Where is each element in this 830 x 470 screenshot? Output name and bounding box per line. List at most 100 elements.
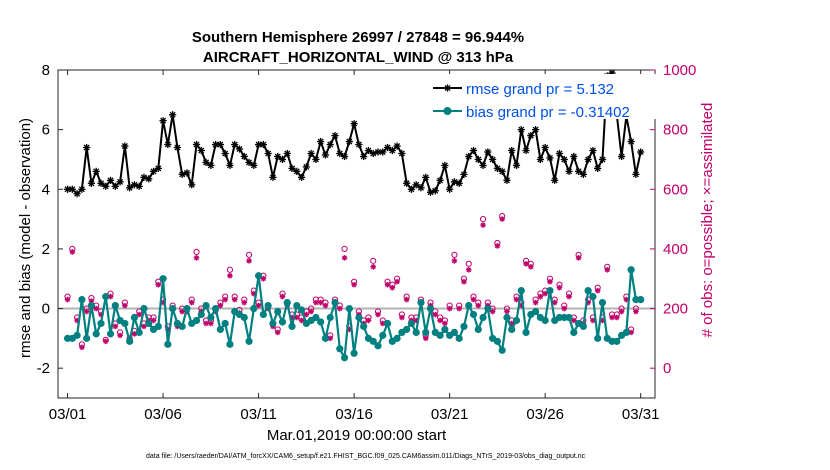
obs-assimilated-point [446, 305, 453, 312]
bias-point [197, 310, 205, 319]
obs-assimilated-point [442, 320, 448, 327]
bias-point [78, 296, 86, 304]
y-axis-right: 0 200 400 600 800 1000 [650, 62, 696, 377]
rmse-point [474, 155, 482, 164]
rmse-point [111, 182, 119, 190]
x-tick-label: 03/21 [431, 406, 469, 423]
obs-assimilated-point [298, 317, 305, 324]
rmse-point [121, 142, 129, 150]
rmse-point [465, 152, 473, 161]
y2-axis-label: # of obs: o=possible; ×=assimilated [699, 103, 716, 338]
obs-assimilated-point [504, 308, 510, 315]
rmse-point [541, 143, 549, 152]
rmse-point [522, 146, 530, 155]
bias-point [312, 313, 320, 322]
bias-point [369, 337, 377, 345]
rmse-point [197, 146, 205, 155]
rmse-point [278, 155, 287, 164]
rmse-point [149, 167, 158, 175]
obs-possible-point [193, 248, 200, 255]
bias-point [393, 334, 401, 342]
bias-point [92, 330, 100, 338]
bias-point [579, 322, 587, 331]
obs-assimilated-point [461, 278, 467, 285]
rmse-point [637, 148, 645, 156]
bias-point [207, 313, 215, 322]
legend-rmse-label: rmse grand pr = 5.132 [466, 81, 614, 98]
rmse-point [574, 167, 583, 175]
obs-assimilated-point [64, 296, 71, 303]
x-tick-label: 03/31 [622, 406, 660, 423]
obs-assimilated-point [594, 287, 601, 294]
rmse-point [460, 170, 468, 178]
rmse-point [221, 149, 229, 158]
rmse-point [546, 154, 554, 162]
rmse-point [68, 185, 76, 193]
rmse-point [250, 161, 258, 170]
bias-point [154, 322, 162, 331]
rmse-point [159, 117, 167, 125]
rmse-point [312, 155, 320, 164]
bias-point [212, 304, 220, 313]
obs-assimilated-point [222, 296, 228, 303]
obs-assimilated-point [79, 344, 85, 351]
obs-assimilated-point [494, 243, 501, 249]
x-tick-label: 03/11 [240, 406, 276, 423]
rmse-point [307, 149, 315, 158]
bias-point [164, 340, 172, 348]
rmse-point [97, 179, 105, 187]
bias-point [422, 328, 430, 336]
x-tick-label: 03/26 [526, 406, 564, 423]
obs-assimilated-point [566, 293, 572, 300]
obs-assimilated-point [456, 305, 462, 312]
obs-assimilated-point [437, 317, 443, 324]
obs-assimilated-point [122, 302, 128, 309]
obs-assimilated-point [532, 299, 539, 306]
rmse-point [259, 140, 267, 149]
bias-point [254, 272, 263, 280]
obs-assimilated-point [451, 258, 458, 264]
rmse-point [565, 167, 573, 175]
obs-assimilated-point [365, 317, 372, 324]
obs-assimilated-point [260, 275, 267, 282]
rmse-point [269, 173, 277, 181]
y-tick-label: 6 [42, 122, 50, 139]
x-tick-label: 03/16 [335, 406, 373, 423]
rmse-point [517, 126, 525, 134]
bias-point [403, 325, 411, 334]
obs-assimilated-point [279, 293, 286, 300]
bias-point [336, 345, 344, 353]
obs-assimilated-point [336, 305, 343, 312]
obs-assimilated-point [480, 222, 486, 228]
rmse-point [479, 161, 487, 170]
rmse-point [145, 175, 153, 183]
rmse-point [407, 185, 416, 193]
rmse-point [469, 146, 478, 155]
chart-title: Southern Hemisphere 26997 / 27848 = 96.9… [192, 29, 524, 46]
bias-point [216, 325, 224, 334]
bias-point [221, 319, 229, 328]
obs-assimilated-point [394, 278, 400, 285]
obs-assimilated-point [217, 302, 224, 309]
rmse-point [403, 179, 411, 187]
bias-point [589, 293, 597, 301]
x-tick-label: 03/01 [49, 406, 87, 423]
obs-assimilated-point [136, 311, 142, 318]
obs-assimilated-point [633, 308, 639, 315]
rmse-point [398, 149, 406, 158]
rmse-point [264, 149, 272, 158]
rmse-point [317, 137, 325, 146]
rmse-point [594, 164, 602, 172]
obs-assimilated-point [556, 284, 563, 291]
bias-point [145, 319, 153, 328]
rmse-point [254, 140, 263, 149]
x-axis: 03/01 03/06 03/11 03/16 03/21 03/26 03/31 [49, 70, 660, 423]
rmse-point [393, 142, 401, 150]
rmse-point [102, 182, 110, 190]
rmse-point [169, 111, 177, 119]
rmse-point [555, 149, 564, 158]
obs-assimilated-point [432, 311, 439, 318]
rmse-point [632, 170, 640, 178]
bias-point [465, 301, 473, 310]
